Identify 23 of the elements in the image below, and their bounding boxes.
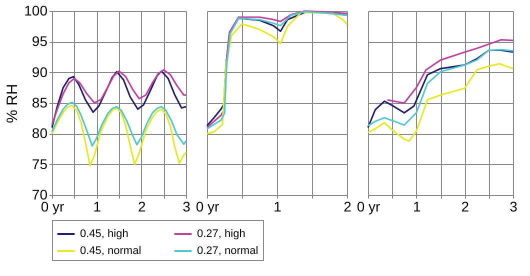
x-tick-label: 1: [412, 198, 421, 214]
y-tick-label: 75: [32, 156, 48, 172]
y-tick-label: 90: [32, 64, 48, 80]
y-tick-label: 80: [32, 125, 48, 142]
y-tick-label: 85: [32, 94, 48, 110]
x-tick-label: 2: [461, 198, 470, 214]
x-tick-label: 3: [510, 198, 518, 214]
x-tick-label: 0 yr: [356, 198, 381, 214]
legend-label: 0.45, normal: [80, 245, 142, 257]
line-series: [51, 102, 187, 147]
x-tick-label: 2: [138, 198, 146, 214]
legend-label: 0.27, normal: [197, 245, 258, 257]
x-tick-label: 3: [182, 198, 191, 214]
y-tick-label: 95: [32, 33, 48, 50]
legend-label: 0.27, high: [197, 228, 246, 240]
y-tick-label: 100: [24, 2, 48, 18]
x-tick-label: 2: [344, 198, 352, 214]
y-axis-title: % RH: [4, 84, 22, 124]
line-series: [51, 104, 187, 166]
x-tick-label: 0 yr: [196, 198, 220, 214]
x-tick-label: 1: [274, 198, 282, 214]
x-tick-label: 1: [93, 198, 102, 214]
legend-label: 0.45, high: [80, 228, 128, 240]
